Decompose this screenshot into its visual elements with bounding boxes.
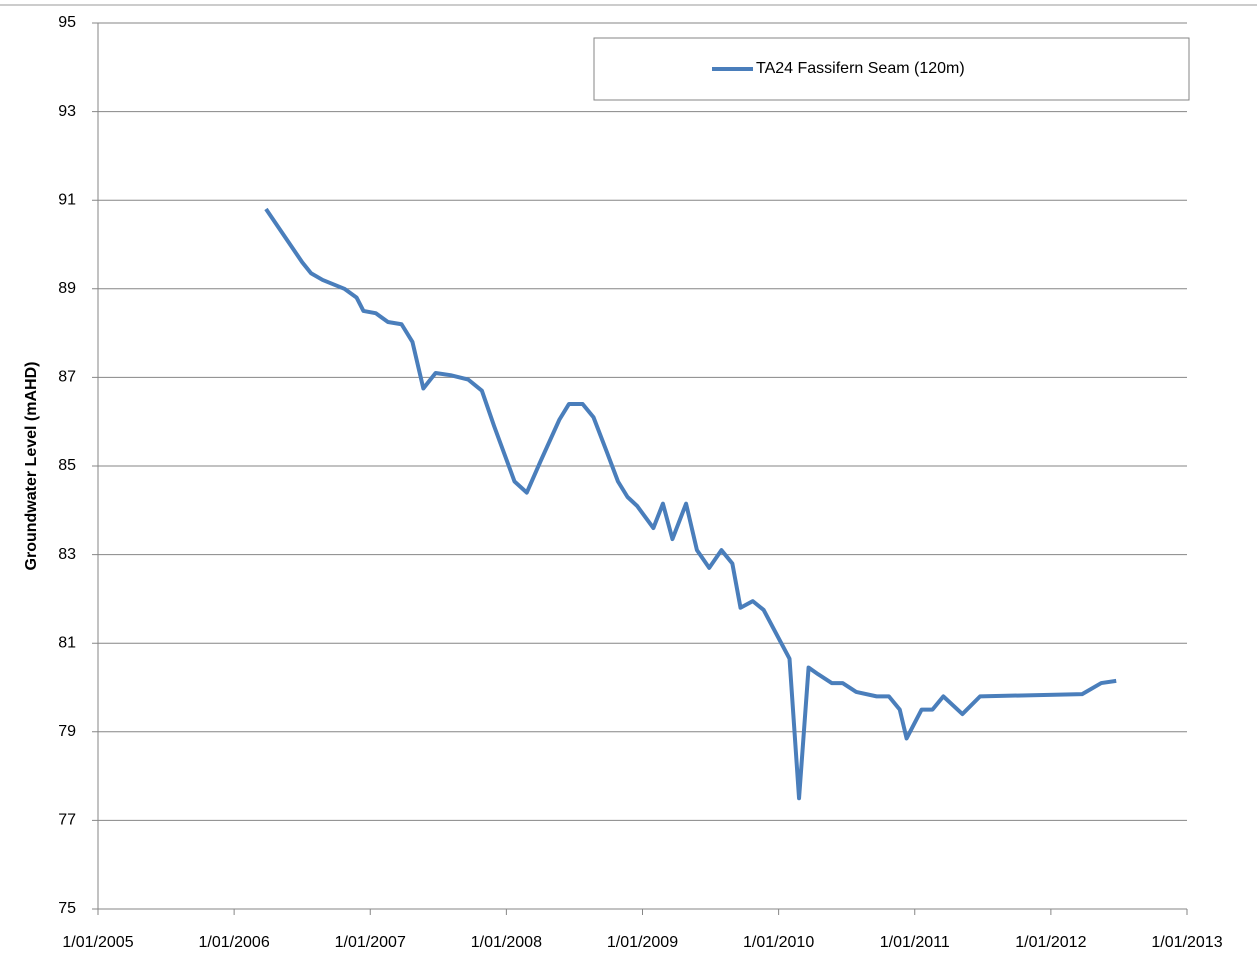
y-tick-label: 89 [58, 280, 76, 297]
y-tick-label: 79 [58, 723, 76, 740]
x-tick-label: 1/01/2013 [1151, 934, 1222, 951]
legend-label: TA24 Fassifern Seam (120m) [756, 60, 965, 77]
x-tick-label: 1/01/2007 [335, 934, 406, 951]
data-line [264, 207, 1117, 801]
y-tick-label: 95 [58, 14, 76, 31]
y-tick-label: 93 [58, 103, 76, 120]
x-tick-label: 1/01/2010 [743, 934, 814, 951]
x-tick-label: 1/01/2006 [199, 934, 270, 951]
x-tick-label: 1/01/2005 [62, 934, 133, 951]
y-tick-label: 85 [58, 457, 76, 474]
x-tick-label: 1/01/2012 [1015, 934, 1086, 951]
x-tick-label: 1/01/2008 [471, 934, 542, 951]
y-tick-label: 81 [58, 634, 76, 651]
y-tick-label: 87 [58, 369, 76, 386]
y-tick-label: 83 [58, 546, 76, 563]
x-tick-label: 1/01/2009 [607, 934, 678, 951]
y-tick-label: 75 [58, 900, 76, 917]
y-axis-label: Groundwater Level (mAHD) [23, 362, 40, 571]
y-tick-label: 91 [58, 191, 76, 208]
x-tick-label: 1/01/2011 [880, 934, 950, 951]
y-tick-label: 77 [58, 812, 76, 829]
legend-box [593, 37, 1190, 101]
